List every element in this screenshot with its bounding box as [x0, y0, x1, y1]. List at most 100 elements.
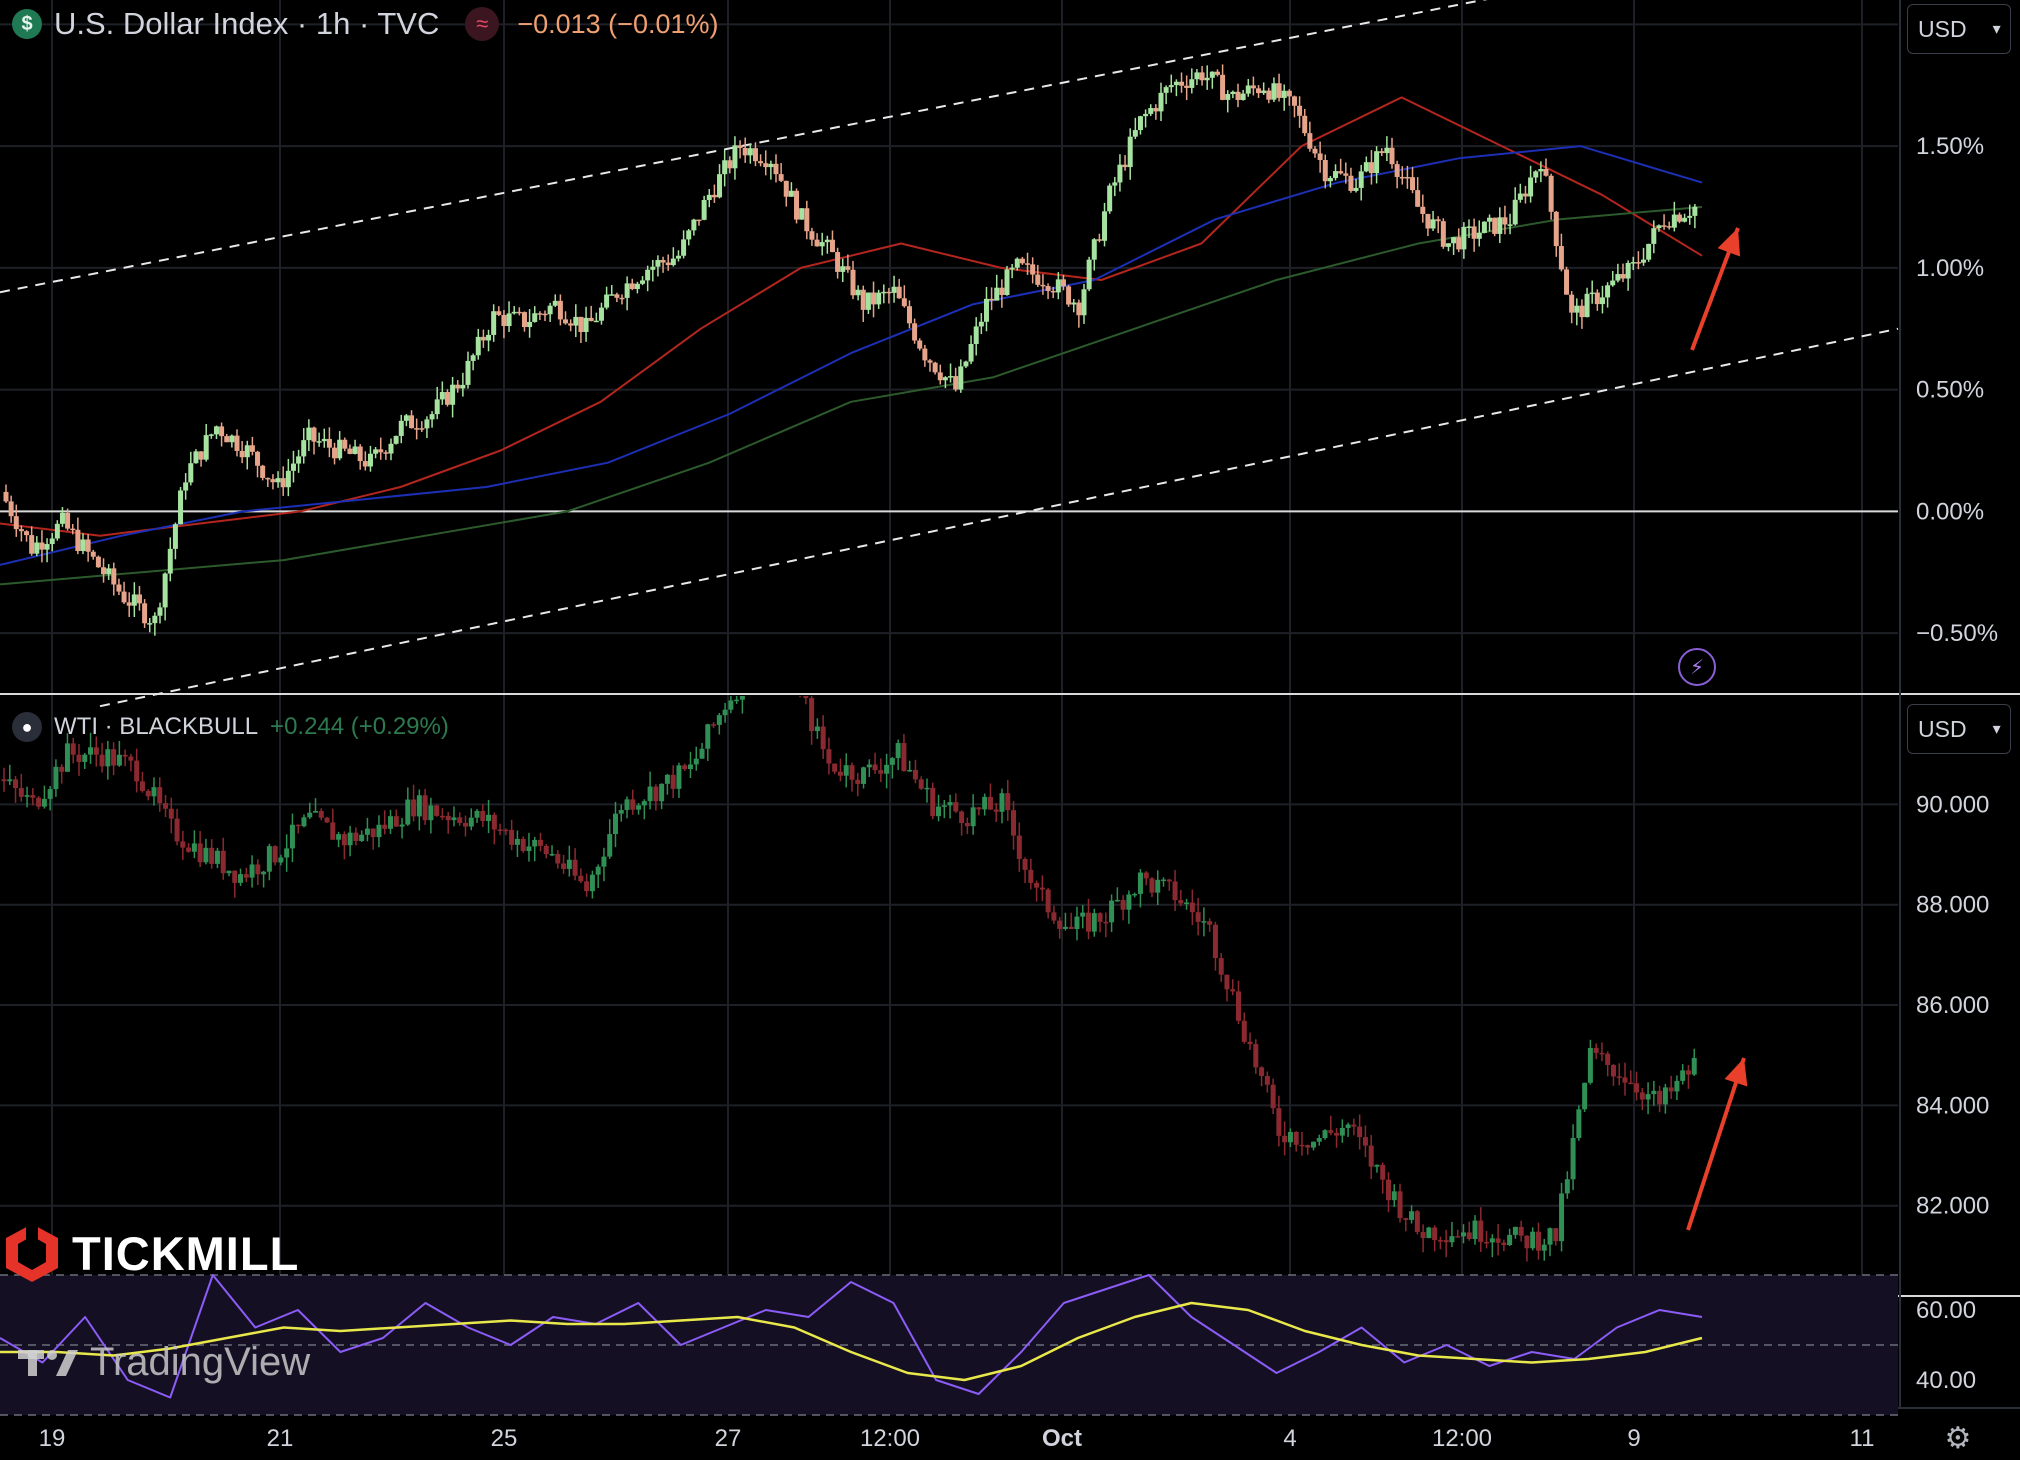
candle-body — [1380, 1164, 1386, 1180]
candle-body — [1639, 1092, 1645, 1100]
candle-body — [1091, 239, 1097, 260]
candle-body — [514, 838, 520, 845]
candle-body — [1559, 1193, 1565, 1242]
candle-body — [803, 696, 809, 699]
candle-body — [409, 415, 415, 429]
candle-body — [566, 859, 572, 869]
candle-body — [865, 292, 871, 310]
candle-body — [1409, 1211, 1415, 1220]
candle-body — [275, 478, 281, 483]
candle-body — [378, 449, 384, 453]
candle-body — [1610, 1065, 1616, 1077]
candle-body — [296, 456, 302, 464]
candle-body — [34, 542, 40, 554]
candle-body — [178, 490, 184, 525]
candle-body — [640, 280, 646, 284]
candle-body — [1645, 1094, 1651, 1100]
candle-body — [152, 615, 158, 624]
candle-body — [1455, 1236, 1461, 1238]
moving-average-red — [0, 96, 1703, 537]
candle-body — [871, 292, 877, 305]
candle-body — [1403, 1218, 1409, 1220]
candle-body — [604, 294, 610, 308]
candle-body — [1634, 1083, 1640, 1093]
candle-body — [1432, 1227, 1438, 1241]
candle-body — [1682, 217, 1688, 222]
candle-body — [526, 846, 532, 852]
candle-body — [1680, 1070, 1686, 1081]
candle-body — [359, 834, 365, 841]
candle-body — [820, 726, 826, 750]
currency-select-mid[interactable]: USD ▾ — [1907, 704, 2011, 754]
dxy-symbol-title[interactable]: U.S. Dollar Index · 1h · TVC — [54, 6, 440, 41]
currency-select-top[interactable]: USD ▾ — [1907, 4, 2011, 54]
candle-body — [757, 647, 762, 668]
candle-body — [670, 774, 676, 789]
bolt-icon[interactable]: ⚡ — [1678, 648, 1716, 686]
candle-body — [18, 788, 24, 797]
candle-body — [255, 864, 261, 875]
compare-wave-icon[interactable]: ≈ — [465, 7, 500, 41]
candle-body — [1538, 168, 1544, 172]
candle-body — [398, 420, 404, 436]
candle-body — [655, 260, 661, 267]
candle-body — [1051, 912, 1057, 921]
candle-body — [1579, 305, 1585, 318]
candle-body — [197, 843, 203, 863]
candle-body — [1287, 1132, 1293, 1143]
candle-body — [1460, 1232, 1466, 1237]
candle-body — [1081, 289, 1087, 316]
candle-body — [614, 294, 620, 298]
candle-body — [1316, 1138, 1322, 1142]
candle-body — [85, 539, 91, 552]
candle-body — [373, 449, 379, 454]
candle-body — [1, 779, 7, 782]
candle-body — [311, 427, 317, 442]
candle-body — [918, 779, 924, 789]
candle-body — [1014, 258, 1020, 268]
candle-body — [876, 292, 882, 305]
candle-body — [696, 219, 702, 222]
candle-body — [1266, 90, 1272, 100]
candle-body — [136, 594, 142, 604]
candle-body — [1166, 879, 1172, 882]
candle-body — [122, 754, 128, 757]
candle-body — [174, 818, 180, 842]
candle-body — [907, 769, 913, 772]
wti-legend[interactable]: ● WTI · BLACKBULL +0.244 (+0.29%) — [12, 712, 449, 742]
candle-body — [572, 859, 578, 876]
candle-body — [906, 306, 912, 324]
candle-body — [634, 283, 640, 290]
candle-body — [1385, 1179, 1391, 1201]
candle-body — [682, 765, 688, 770]
candle-body — [1641, 259, 1647, 263]
candle-body — [778, 174, 784, 181]
candle-body — [1220, 74, 1226, 100]
candle-body — [983, 298, 989, 322]
candle-body — [260, 465, 266, 478]
dxy-legend[interactable]: $ U.S. Dollar Index · 1h · TVC ≈ −0.013 … — [12, 6, 719, 42]
candle-body — [1599, 1052, 1605, 1055]
wti-symbol-title[interactable]: WTI · BLACKBULL — [54, 713, 259, 740]
candle-body — [1189, 79, 1195, 88]
candle-body — [80, 539, 86, 552]
candle-body — [1691, 1057, 1697, 1075]
candle-body — [1461, 226, 1467, 250]
rsi-ma-line — [0, 1301, 1703, 1382]
candle-body — [1445, 243, 1451, 247]
candle-body — [1443, 1240, 1449, 1243]
candle-body — [54, 523, 60, 539]
candle-body — [835, 252, 841, 272]
candle-body — [728, 700, 734, 710]
candle-body — [780, 667, 785, 671]
candle-body — [59, 766, 65, 772]
candle-body — [460, 384, 466, 389]
candle-body — [1305, 1145, 1311, 1148]
candle-body — [1143, 113, 1149, 117]
candle-body — [1076, 302, 1082, 316]
candle-body — [989, 298, 995, 301]
candle-body — [1674, 1080, 1680, 1092]
settings-icon[interactable]: ⚙ — [1944, 1421, 1972, 1455]
candle-body — [1357, 1126, 1363, 1138]
